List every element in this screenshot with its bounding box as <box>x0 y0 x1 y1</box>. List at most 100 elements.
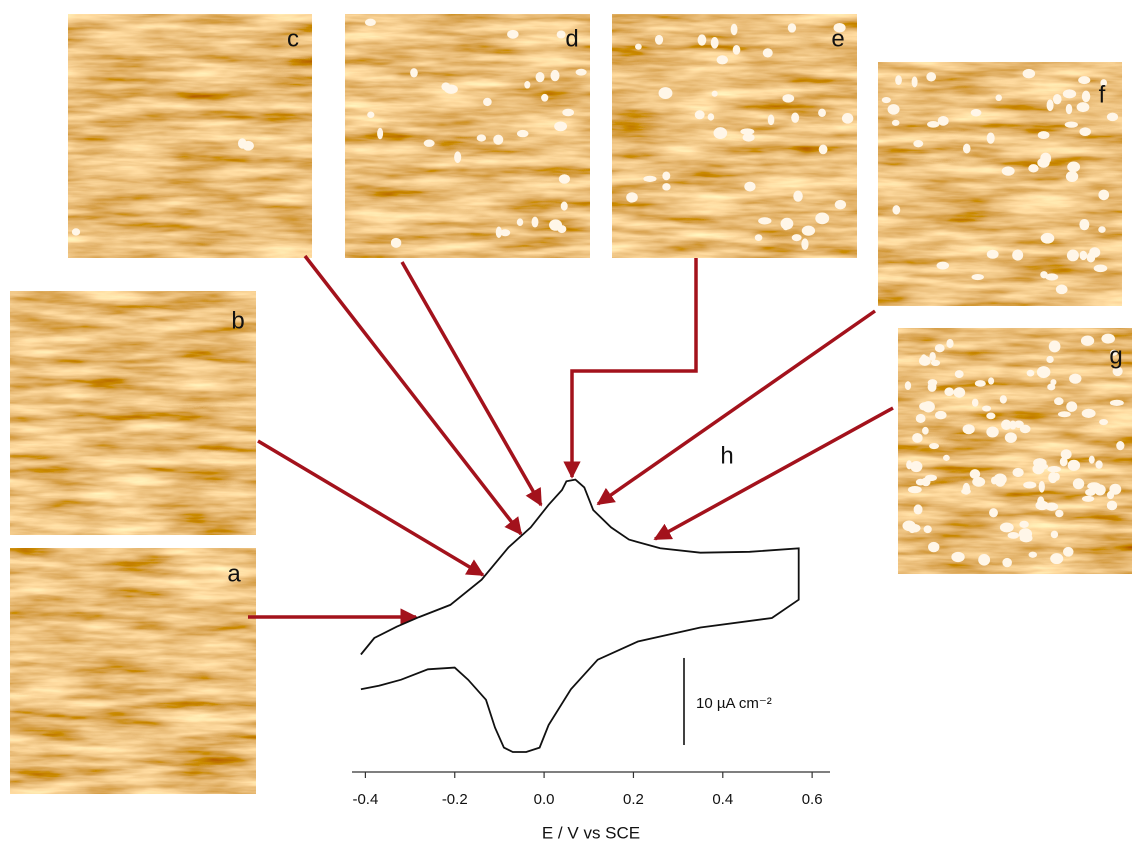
adsorbate-dot <box>717 55 728 64</box>
adsorbate-dot <box>1019 521 1028 528</box>
adsorbate-dot <box>913 140 923 147</box>
adsorbate-dot <box>1023 69 1035 79</box>
adsorbate-dot <box>1039 481 1045 493</box>
adsorbate-dot <box>972 274 984 280</box>
adsorbate-dot <box>935 344 945 352</box>
adsorbate-dot <box>1048 472 1057 483</box>
adsorbate-dot <box>549 219 562 230</box>
adsorbate-dot <box>1079 251 1087 260</box>
x-tick-label: 0.0 <box>534 791 555 808</box>
adsorbate-dot <box>1098 190 1109 201</box>
adsorbate-dot <box>931 360 940 366</box>
adsorbate-dot <box>928 542 939 552</box>
arrows <box>248 256 893 617</box>
adsorbate-dot <box>987 132 995 143</box>
adsorbate-dot <box>1047 466 1061 472</box>
adsorbate-dot <box>921 354 927 363</box>
adsorbate-dot <box>916 479 925 486</box>
adsorbate-dot <box>562 109 574 117</box>
adsorbate-dot <box>892 120 900 126</box>
adsorbate-dot <box>986 413 995 420</box>
adsorbate-dot <box>536 72 545 82</box>
adsorbate-dot <box>557 30 566 38</box>
adsorbate-dot <box>496 227 502 238</box>
panel-label: a <box>227 560 241 587</box>
adsorbate-dot <box>1002 166 1015 175</box>
x-tick-label: 0.4 <box>712 791 733 808</box>
adsorbate-dot <box>1000 395 1007 403</box>
adsorbate-dot <box>635 44 642 50</box>
adsorbate-dot <box>391 238 402 248</box>
adsorbate-dot <box>1063 89 1076 98</box>
adsorbate-dot <box>1037 496 1044 507</box>
adsorbate-dot <box>662 172 670 181</box>
adsorbate-dot <box>768 115 775 126</box>
adsorbate-dot <box>1089 456 1095 464</box>
adsorbate-dot <box>662 183 670 190</box>
adsorbate-dot <box>1087 252 1096 262</box>
adsorbate-dot <box>554 121 567 131</box>
adsorbate-dot <box>708 113 714 120</box>
adsorbate-dot <box>424 140 435 147</box>
adsorbate-dot <box>971 109 982 116</box>
adsorbate-dot <box>988 377 994 384</box>
adsorbate-dot <box>919 402 930 411</box>
adsorbate-dot <box>1094 264 1108 272</box>
adsorbate-dot <box>986 427 998 438</box>
stm-image <box>10 291 256 535</box>
adsorbate-dot <box>1056 285 1068 295</box>
adsorbate-dot <box>895 75 902 85</box>
adsorbate-dot <box>1054 397 1063 405</box>
panel-label: b <box>231 307 244 334</box>
adsorbate-dot <box>1079 219 1089 230</box>
adsorbate-dot <box>1079 127 1090 136</box>
adsorbate-dot <box>1039 463 1049 469</box>
adsorbate-dot <box>1063 547 1074 557</box>
adsorbate-dot <box>963 144 971 154</box>
adsorbate-dot <box>758 217 771 224</box>
adsorbate-dot <box>1005 432 1017 442</box>
adsorbate-dot <box>1067 162 1080 173</box>
adsorbate-dot <box>1002 558 1012 567</box>
adsorbate-dot <box>1049 341 1061 353</box>
adsorbate-dot <box>1058 411 1071 417</box>
adsorbate-dot <box>922 427 929 435</box>
adsorbate-dot <box>1050 553 1063 564</box>
adsorbate-dot <box>1065 121 1078 127</box>
adsorbate-dot <box>801 238 808 250</box>
adsorbate-dot <box>72 228 80 235</box>
adsorbate-dot <box>541 94 548 102</box>
adsorbate-dot <box>713 127 727 139</box>
adsorbate-dot <box>755 234 763 241</box>
adsorbate-dot <box>1053 94 1062 104</box>
adsorbate-dot <box>1020 425 1031 433</box>
adsorbate-dot <box>888 104 900 115</box>
adsorbate-dot <box>1107 113 1118 122</box>
adsorbate-dot <box>626 192 638 202</box>
adsorbate-dot <box>937 262 950 270</box>
adsorbate-dot <box>792 234 802 241</box>
adsorbate-dot <box>377 128 383 139</box>
adsorbate-dot <box>928 382 937 392</box>
adsorbate-dot <box>1109 484 1121 495</box>
adsorbate-dot <box>483 98 492 106</box>
adsorbate-dot <box>517 218 523 226</box>
panel-label: d <box>565 25 578 52</box>
adsorbate-dot <box>882 97 891 103</box>
adsorbate-dot <box>1078 76 1090 84</box>
adsorbate-dot <box>935 411 947 420</box>
adsorbate-dot <box>914 504 923 514</box>
adsorbate-dot <box>982 405 991 411</box>
panel-label: f <box>1099 81 1106 108</box>
adsorbate-dot <box>493 135 503 145</box>
adsorbate-dot <box>1068 460 1080 471</box>
adsorbate-dot <box>924 525 932 533</box>
adsorbate-dot <box>242 141 253 151</box>
adsorbate-dot <box>989 508 998 517</box>
adsorbate-dot <box>551 70 560 81</box>
adsorbate-dot <box>991 477 997 485</box>
x-tick-label: -0.4 <box>352 791 378 808</box>
adsorbate-dot <box>655 35 663 45</box>
adsorbate-dot <box>1027 370 1035 377</box>
scale-bar-label: 10 µA cm⁻² <box>696 695 772 712</box>
